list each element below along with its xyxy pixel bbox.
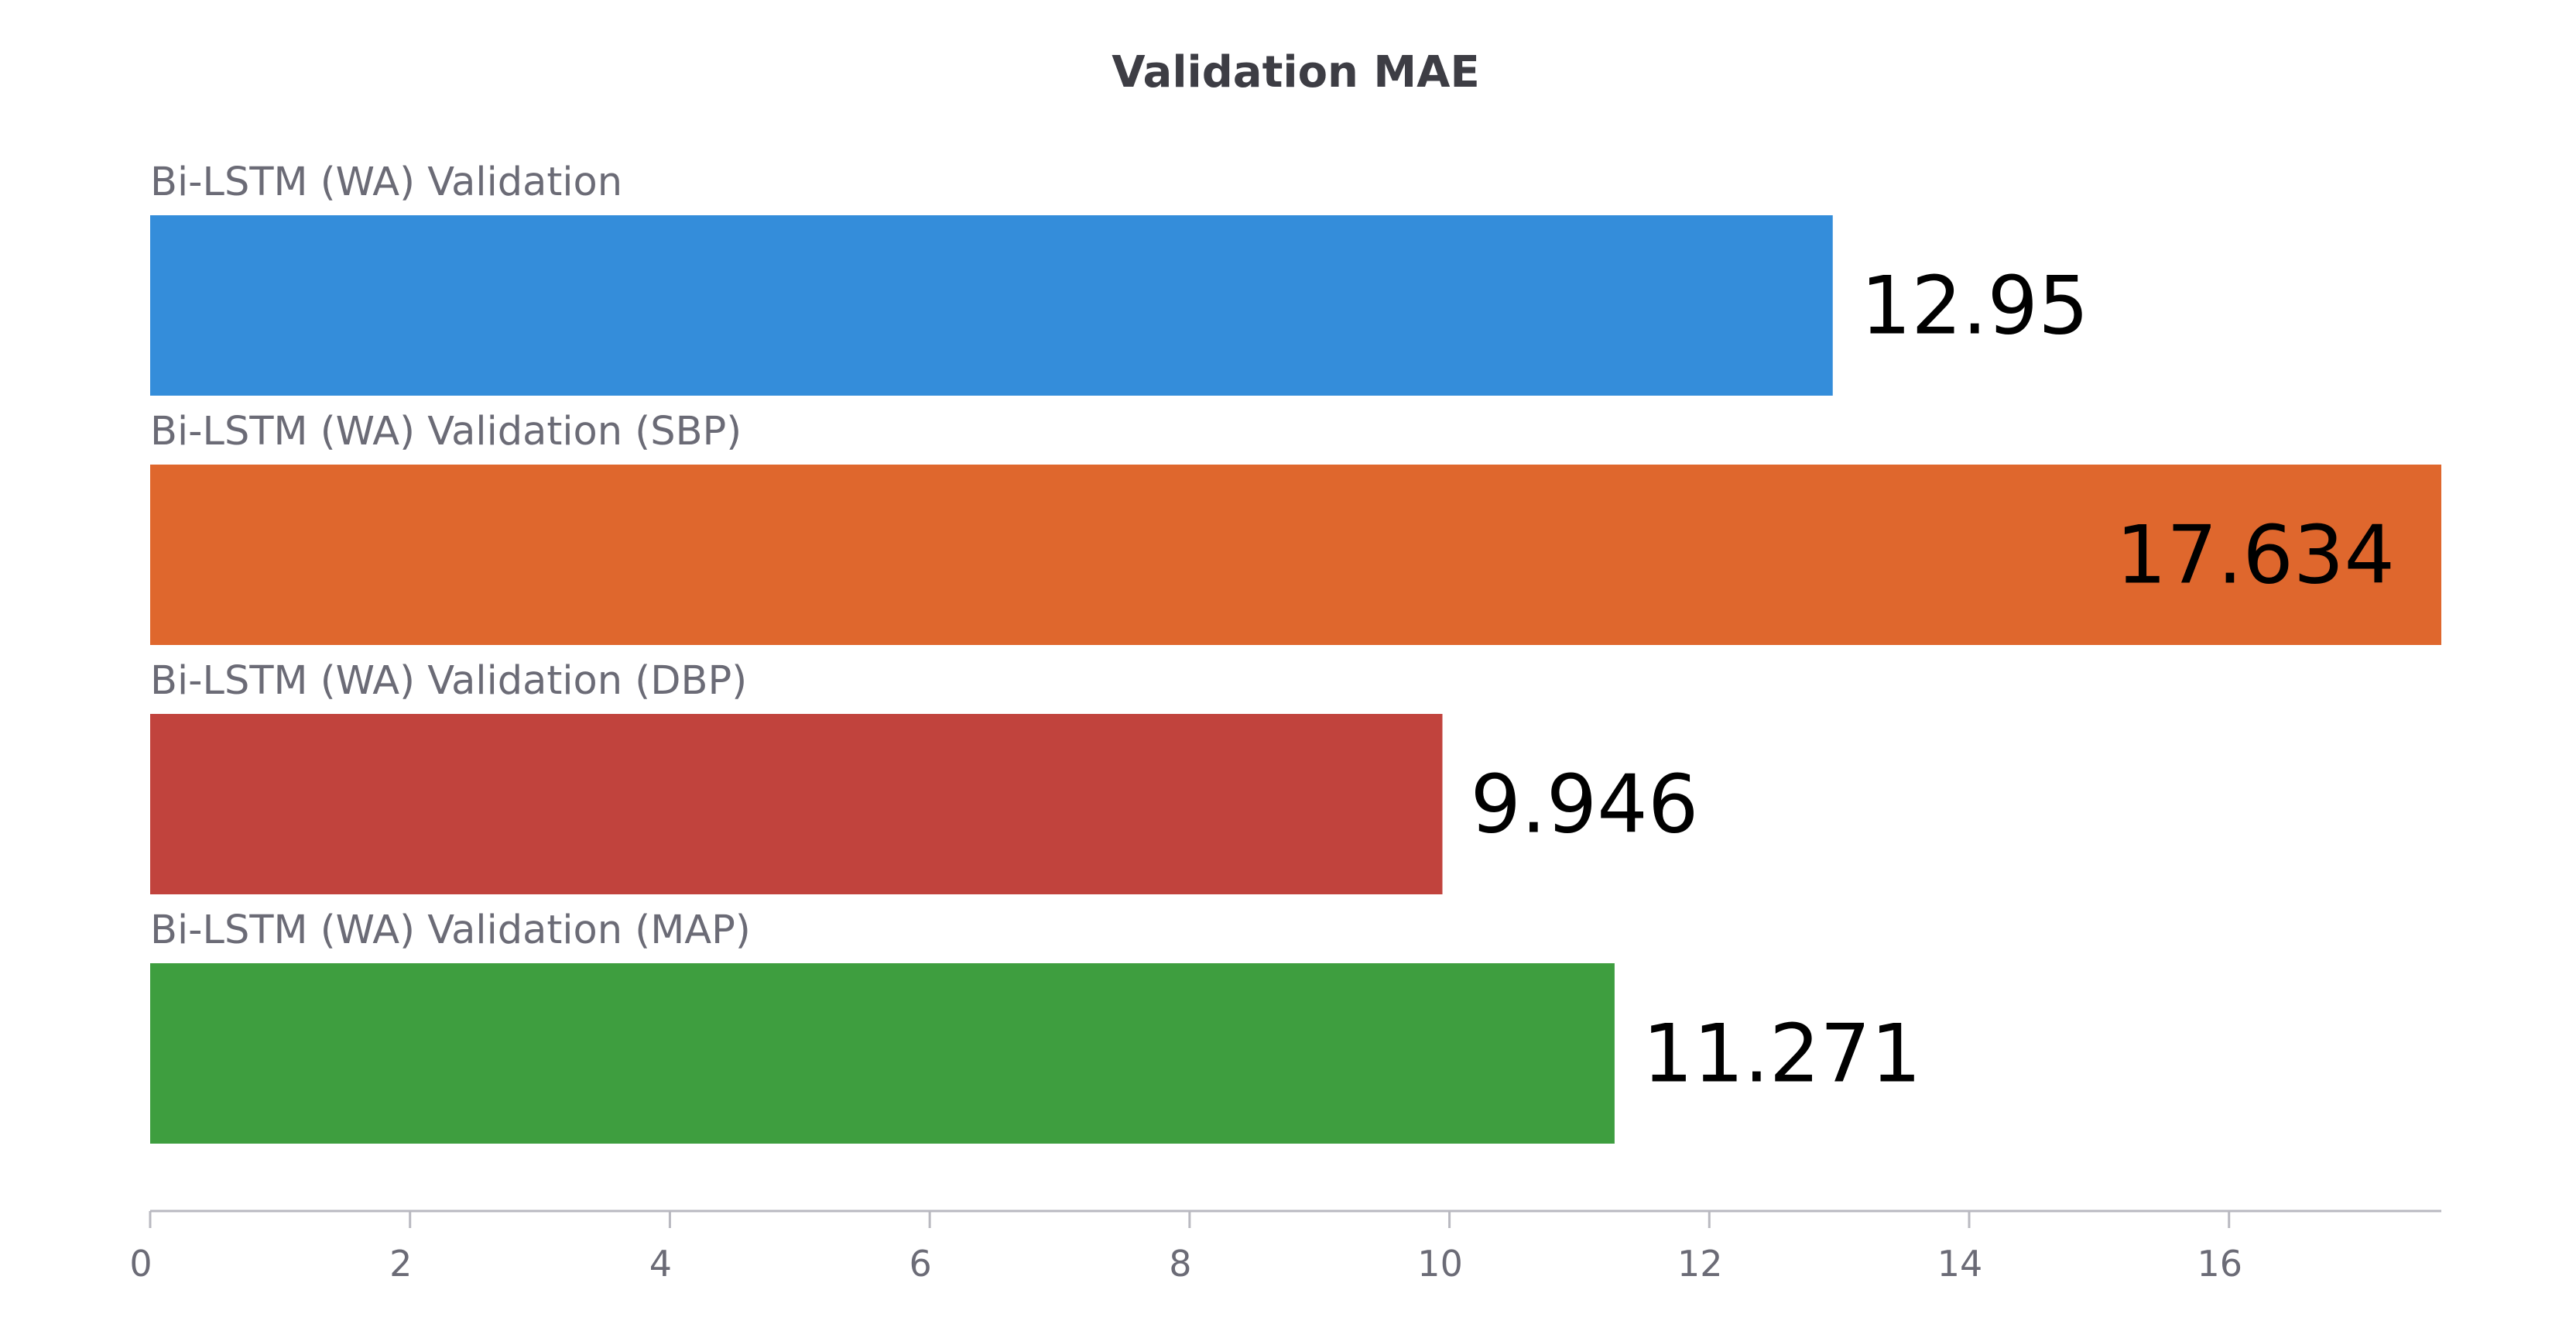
x-tick-label: 0: [129, 1243, 152, 1285]
bar: [150, 963, 1615, 1144]
x-tick-label: 12: [1677, 1243, 1723, 1285]
x-axis: 0 2 4 6 8 10 12 14 16: [129, 1209, 2441, 1285]
bar: [150, 465, 2441, 645]
x-tick-label: 4: [649, 1243, 672, 1285]
chart-title: Validation MAE: [1112, 47, 1479, 98]
bar-value-label: 9.946: [1471, 759, 1699, 852]
x-tick-label: 2: [389, 1243, 412, 1285]
x-tick-label: 8: [1169, 1243, 1191, 1285]
bar: [150, 714, 1443, 894]
bars-layer: Bi-LSTM (WA) Validation 12.95 Bi-LSTM (WA)…: [150, 160, 2441, 1144]
bar-category-label: Bi-LSTM (WA) Validation: [150, 160, 622, 205]
bar-value-label: 17.634: [2116, 509, 2395, 602]
x-tick-label: 14: [1937, 1243, 1983, 1285]
bar-category-label: Bi-LSTM (WA) Validation (MAP): [150, 907, 751, 953]
x-tick-label: 16: [2197, 1243, 2242, 1285]
x-tick-label: 10: [1417, 1243, 1463, 1285]
bar-value-label: 12.95: [1861, 260, 2089, 353]
bar-value-label: 11.271: [1643, 1008, 1921, 1101]
bar-category-label: Bi-LSTM (WA) Validation (SBP): [150, 409, 742, 455]
x-tick-label: 6: [909, 1243, 932, 1285]
bar: [150, 215, 1833, 396]
bar-category-label: Bi-LSTM (WA) Validation (DBP): [150, 658, 747, 704]
